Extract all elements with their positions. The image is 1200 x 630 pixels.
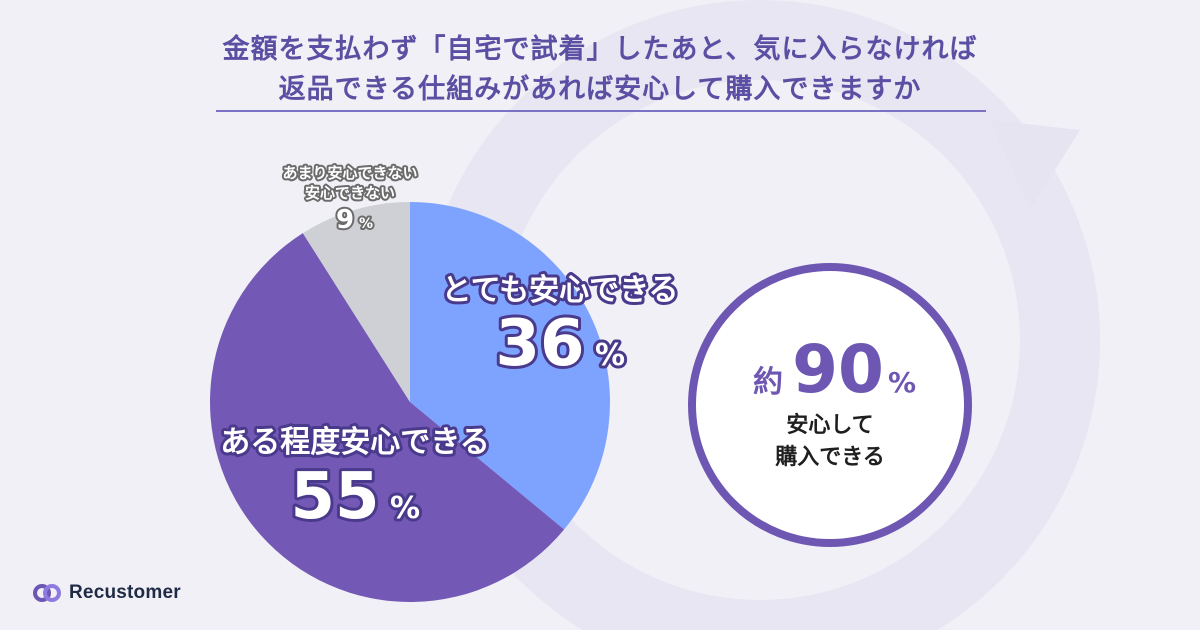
pie-slice-somewhat-secure xyxy=(209,233,565,603)
pie-slice-very-secure xyxy=(410,202,610,530)
recustomer-logo-icon xyxy=(33,584,61,602)
slice-percent-not-secure: % xyxy=(359,216,373,232)
slice-percent-somewhat-secure: % xyxy=(390,491,420,526)
slice-label-very-secure: とても安心できる xyxy=(442,273,679,308)
slice-value-somewhat-secure: 55 xyxy=(290,460,379,534)
title-line-1: 金額を支払わず「自宅で試着」したあと、気に入らなければ xyxy=(222,34,978,65)
brand-name: Recustomer xyxy=(69,582,181,603)
pie-slice-not-secure xyxy=(302,202,410,402)
title-line-2: 返品できる仕組みがあれば安心して購入できますか xyxy=(278,74,922,105)
slice-label-somewhat-secure: ある程度安心できる xyxy=(220,425,489,460)
slice-value-not-secure: 9 xyxy=(336,205,354,235)
slice-percent-very-secure: % xyxy=(595,338,625,373)
slice-value-very-secure: 36 xyxy=(495,307,584,381)
title-underline xyxy=(216,110,986,112)
summary-badge-line-2: 購入できる xyxy=(775,445,885,470)
summary-badge-value: 90 xyxy=(792,331,884,408)
summary-badge-unit: % xyxy=(888,366,916,399)
slice-label-not-secure-line-1: あまり安心できない xyxy=(282,164,417,182)
summary-badge-line-1: 安心して xyxy=(786,412,873,438)
summary-badge-ring xyxy=(688,263,972,547)
page-title: 金額を支払わず「自宅で試着」したあと、気に入らなければ 返品できる仕組みがあれば… xyxy=(0,30,1200,110)
brand-logo: Recustomer xyxy=(32,580,181,606)
summary-badge-prefix: 約 xyxy=(753,365,783,400)
slice-label-not-secure-line-2: 安心できない xyxy=(305,184,395,202)
summary-badge: 約 90 % 安心して 購入できる xyxy=(688,263,972,547)
